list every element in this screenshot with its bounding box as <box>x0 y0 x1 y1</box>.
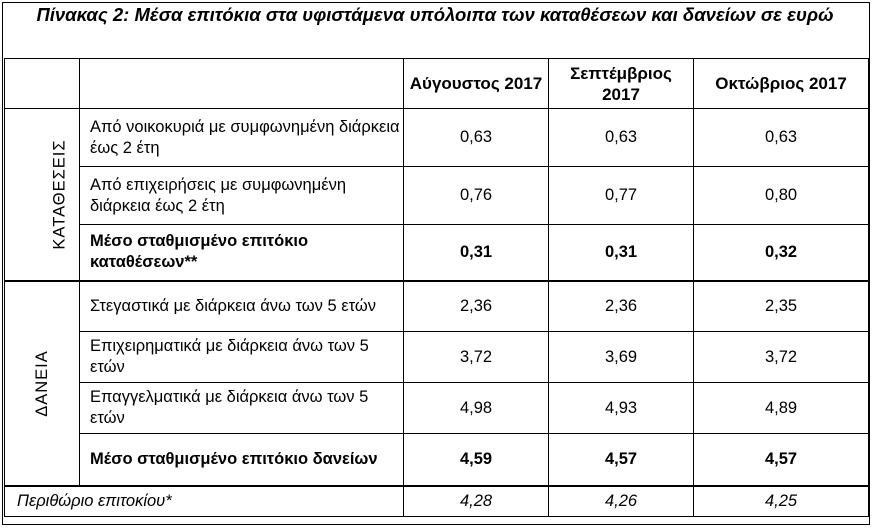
table-row: ΔΑΝΕΙΑ Στεγαστικά με διάρκεια άνω των 5 … <box>4 279 869 486</box>
row-label: Επαγγελματικά με διάρκεια άνω των 5 ετών <box>79 382 404 434</box>
rates-table: Αύγουστος 2017 Σεπτέμβριος 2017 Οκτώβριο… <box>4 58 869 517</box>
table-row: Από επιχειρήσεις με συμφωνημένη διάρκεια… <box>5 166 869 225</box>
cell-value: 3,72 <box>693 331 869 383</box>
cell-value: 4,89 <box>693 382 869 434</box>
column-header-august: Αύγουστος 2017 <box>403 58 549 109</box>
footer-value: 4,25 <box>693 484 869 517</box>
cell-value: 4,98 <box>403 382 549 434</box>
cell-value: 2,36 <box>403 279 549 332</box>
column-header-october: Οκτώβριος 2017 <box>693 58 869 109</box>
row-label: Από νοικοκυριά με συμφωνημένη διάρκεια έ… <box>79 108 404 167</box>
footer-value: 4,28 <box>403 484 549 517</box>
header-empty-label <box>79 58 404 109</box>
group-label-deposits: ΚΑΤΑΘΕΣΕΙΣ <box>4 108 80 281</box>
cell-value: 0,63 <box>548 108 694 167</box>
row-label: Στεγαστικά με διάρκεια άνω των 5 ετών <box>79 279 404 332</box>
cell-value: 0,63 <box>693 108 869 167</box>
table-title: Πίνακας 2: Μέσα επιτόκια στα υφιστάμενα … <box>36 4 834 25</box>
table-row: ΚΑΤΑΘΕΣΕΙΣ Από νοικοκυριά με συμφωνημένη… <box>4 108 869 281</box>
cell-value: 0,80 <box>693 166 869 225</box>
cell-value: 0,31 <box>548 224 694 281</box>
footer-label: Περιθώριο επιτοκίου* <box>4 484 404 517</box>
header-row: Αύγουστος 2017 Σεπτέμβριος 2017 Οκτώβριο… <box>4 58 869 109</box>
row-label: Μέσο σταθμισμένο επιτόκιο δανείων <box>79 433 404 486</box>
table-row: Μέσο σταθμισμένο επιτόκιο καταθέσεων** 0… <box>5 224 869 281</box>
cell-value: 4,57 <box>693 433 869 486</box>
cell-value: 0,32 <box>693 224 869 281</box>
cell-value: 4,93 <box>548 382 694 434</box>
cell-value: 3,72 <box>403 331 549 383</box>
table-row: Επαγγελματικά με διάρκεια άνω των 5 ετών… <box>5 382 869 434</box>
row-label: Επιχειρηματικά με διάρκεια άνω των 5 ετώ… <box>79 331 404 383</box>
loans-vertical-label: ΔΑΝΕΙΑ <box>32 349 51 417</box>
header-empty-group <box>4 58 80 109</box>
cell-value: 4,59 <box>403 433 549 486</box>
cell-value: 0,77 <box>548 166 694 225</box>
table-row: Μέσο σταθμισμένο επιτόκιο δανείων 4,59 4… <box>5 433 869 486</box>
row-label: Από επιχειρήσεις με συμφωνημένη διάρκεια… <box>79 166 404 225</box>
table-row: Επιχειρηματικά με διάρκεια άνω των 5 ετώ… <box>5 331 869 383</box>
column-header-september: Σεπτέμβριος 2017 <box>548 58 694 109</box>
cell-value: 0,76 <box>403 166 549 225</box>
row-label: Μέσο σταθμισμένο επιτόκιο καταθέσεων** <box>79 224 404 281</box>
cell-value: 3,69 <box>548 331 694 383</box>
group-label-loans: ΔΑΝΕΙΑ <box>4 279 80 486</box>
deposits-vertical-label: ΚΑΤΑΘΕΣΕΙΣ <box>50 139 69 250</box>
footer-row: Περιθώριο επιτοκίου* 4,28 4,26 4,25 <box>4 484 869 517</box>
footer-value: 4,26 <box>548 484 694 517</box>
cell-value: 0,31 <box>403 224 549 281</box>
cell-value: 2,36 <box>548 279 694 332</box>
cell-value: 2,35 <box>693 279 869 332</box>
cell-value: 4,57 <box>548 433 694 486</box>
cell-value: 0,63 <box>403 108 549 167</box>
